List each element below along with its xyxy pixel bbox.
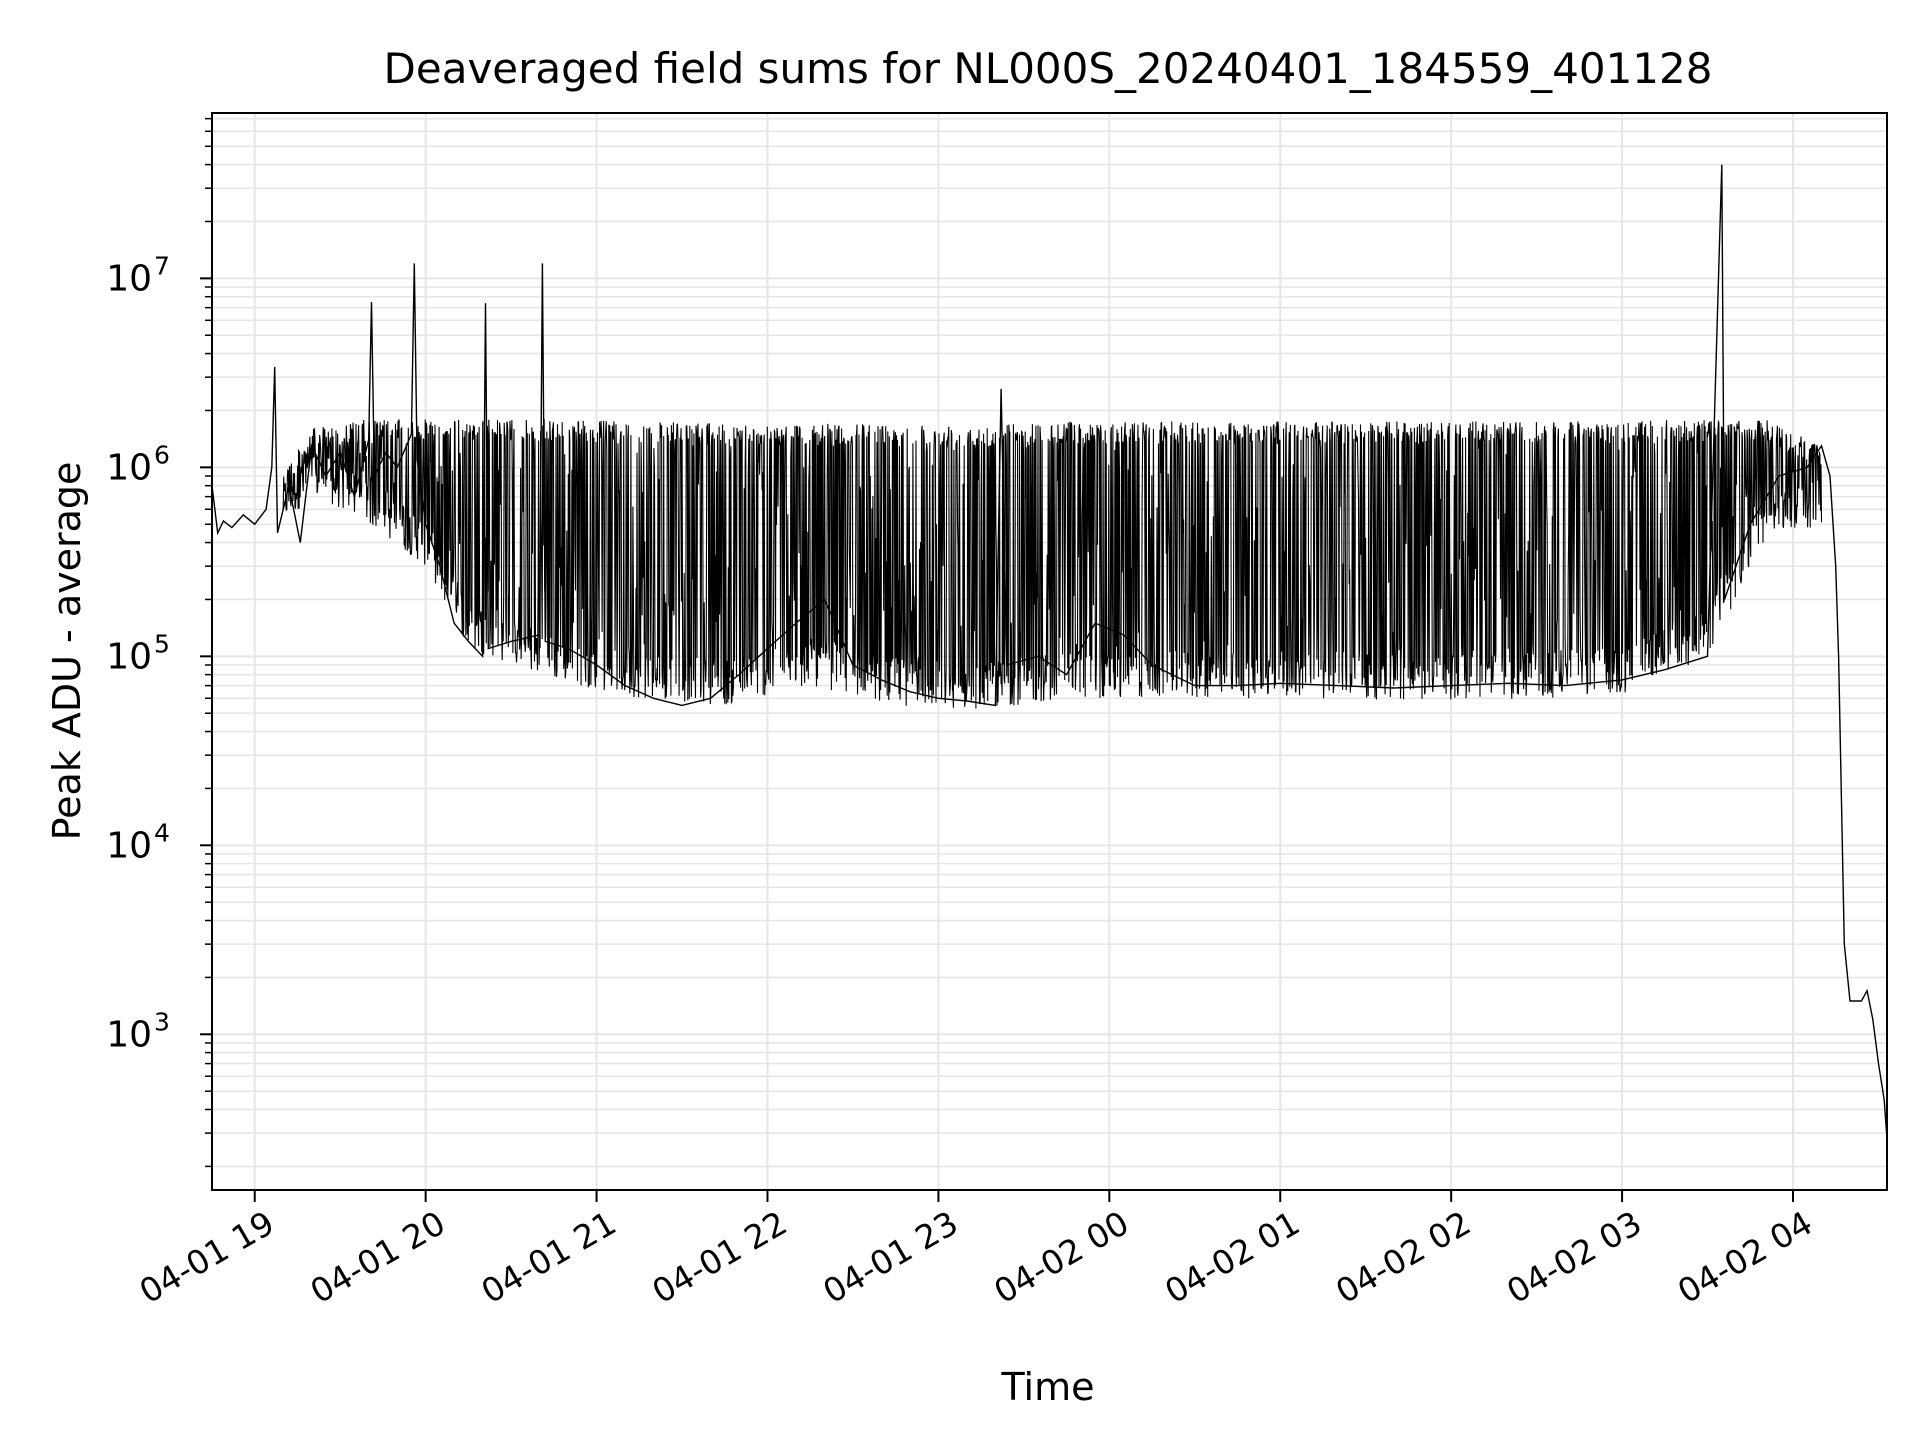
- plot-frame: [211, 112, 1888, 1191]
- x-axis-label: Time: [1001, 1365, 1095, 1409]
- y-tick-label: 10: [106, 447, 152, 488]
- y-tick-exponent: 7: [154, 251, 170, 280]
- y-tick-exponent: 4: [154, 818, 170, 847]
- series-noise-line: [282, 419, 1823, 709]
- y-tick-label: 10: [106, 258, 152, 299]
- y-tick-exponent: 6: [154, 440, 170, 469]
- y-tick-exponent: 5: [154, 629, 170, 658]
- y-tick-label: 10: [106, 1014, 152, 1055]
- y-tick-exponent: 3: [154, 1007, 170, 1036]
- y-tick-label: 10: [106, 636, 152, 677]
- y-axis-label: Peak ADU - average: [45, 462, 89, 841]
- series-line: [211, 164, 1888, 1139]
- chart-title: Deaveraged field sums for NL000S_2024040…: [384, 44, 1713, 93]
- y-tick-label: 10: [106, 825, 152, 866]
- data-series: [211, 164, 1888, 1139]
